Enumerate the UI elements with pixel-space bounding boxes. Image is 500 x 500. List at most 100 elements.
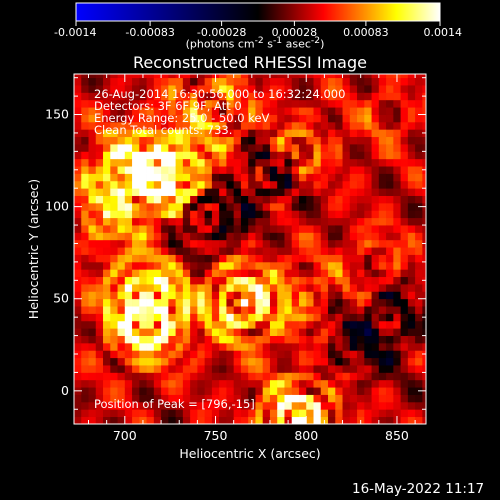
heatmap-cell: [161, 144, 169, 152]
heatmap-cell: [320, 313, 329, 322]
heatmap-cell: [204, 328, 213, 336]
x-axis-label: Heliocentric X (arcsec): [179, 446, 320, 461]
heatmap-cell: [88, 217, 97, 226]
heatmap-cell: [349, 401, 358, 410]
heatmap-cell: [211, 225, 220, 233]
heatmap-cell: [320, 232, 329, 241]
heatmap-cell: [255, 232, 264, 241]
heatmap-cell: [182, 107, 191, 115]
heatmap-cell: [364, 284, 372, 292]
heatmap-cell: [400, 372, 409, 381]
heatmap-cell: [110, 320, 118, 329]
heatmap-cell: [161, 416, 169, 425]
heatmap-cell: [262, 335, 271, 344]
heatmap-cell: [313, 284, 322, 292]
heatmap-cell: [328, 107, 336, 115]
heatmap-cell: [81, 416, 89, 425]
heatmap-cell: [240, 92, 249, 101]
heatmap-cell: [103, 195, 111, 204]
heatmap-cell: [103, 85, 111, 93]
heatmap-cell: [153, 284, 162, 292]
heatmap-cell: [139, 180, 147, 189]
heatmap-cell: [110, 379, 118, 388]
heatmap-cell: [211, 188, 220, 196]
colorbar-units-box: (photons cm-2 s-1 asec-2): [186, 35, 325, 51]
heatmap-cell: [74, 114, 82, 123]
x-tick-label: 850: [385, 428, 409, 443]
heatmap-cell: [204, 335, 213, 344]
heatmap-cell: [132, 409, 140, 418]
heatmap-cell: [415, 180, 423, 189]
heatmap-cell: [349, 261, 358, 270]
heatmap-cell: [320, 372, 329, 381]
heatmap-cell: [269, 416, 278, 425]
heatmap-cell: [255, 180, 264, 189]
heatmap-cell: [233, 269, 242, 278]
heatmap-cell: [269, 107, 278, 115]
heatmap-cell: [81, 92, 89, 101]
heatmap-cell: [378, 151, 387, 160]
heatmap-cell: [175, 372, 184, 381]
heatmap-cell: [269, 342, 278, 351]
heatmap-cell: [95, 114, 104, 123]
heatmap-cell: [328, 232, 336, 241]
heatmap-cell: [117, 409, 126, 418]
heatmap-cell: [335, 350, 343, 359]
heatmap-cell: [197, 254, 206, 263]
heatmap-cell: [175, 276, 184, 285]
heatmap-cell: [298, 188, 307, 196]
heatmap-cell: [240, 188, 249, 196]
heatmap-cell: [153, 114, 162, 123]
heatmap-cell: [168, 291, 177, 300]
heatmap-cell: [407, 92, 416, 101]
heatmap-cell: [219, 306, 227, 314]
heatmap-cell: [277, 225, 285, 233]
heatmap-cell: [175, 107, 184, 115]
heatmap-cell: [211, 409, 220, 418]
heatmap-cell: [117, 121, 126, 130]
heatmap-cell: [284, 350, 293, 359]
heatmap-cell: [88, 188, 97, 196]
heatmap-cell: [349, 144, 358, 152]
heatmap-cell: [400, 136, 409, 145]
heatmap-cell: [407, 107, 416, 115]
heatmap-cell: [291, 188, 300, 196]
heatmap-cell: [248, 217, 256, 226]
heatmap-cell: [204, 129, 213, 138]
heatmap-cell: [269, 74, 278, 79]
heatmap-cell: [378, 210, 387, 219]
heatmap-cell: [393, 387, 401, 395]
heatmap-cell: [306, 85, 314, 93]
heatmap-cell: [262, 320, 271, 329]
heatmap-cell: [219, 74, 227, 79]
heatmap-cell: [132, 121, 140, 130]
heatmap-cell: [168, 342, 177, 351]
heatmap-cell: [291, 92, 300, 101]
heatmap-cell: [262, 306, 271, 314]
heatmap-cell: [110, 158, 118, 167]
heatmap-cell: [342, 284, 351, 292]
heatmap-cell: [204, 409, 213, 418]
heatmap-cell: [124, 129, 133, 138]
heatmap-cell: [139, 239, 147, 248]
heatmap-cell: [240, 114, 249, 123]
heatmap-cell: [219, 173, 227, 182]
heatmap-cell: [371, 247, 380, 255]
heatmap-cell: [378, 269, 387, 278]
heatmap-cell: [153, 217, 162, 226]
heatmap-cell: [139, 202, 147, 211]
heatmap-cell: [240, 173, 249, 182]
heatmap-cell: [262, 107, 271, 115]
heatmap-cell: [284, 306, 293, 314]
heatmap-cell: [190, 401, 198, 410]
heatmap-cell: [233, 379, 242, 388]
heatmap-cell: [298, 387, 307, 395]
heatmap-cell: [219, 136, 227, 145]
heatmap-cell: [74, 107, 82, 115]
heatmap-cell: [132, 129, 140, 138]
heatmap-cell: [357, 129, 365, 138]
heatmap-cell: [95, 188, 104, 196]
heatmap-cell: [400, 85, 409, 93]
heatmap-cell: [386, 99, 394, 108]
heatmap-cell: [378, 313, 387, 322]
